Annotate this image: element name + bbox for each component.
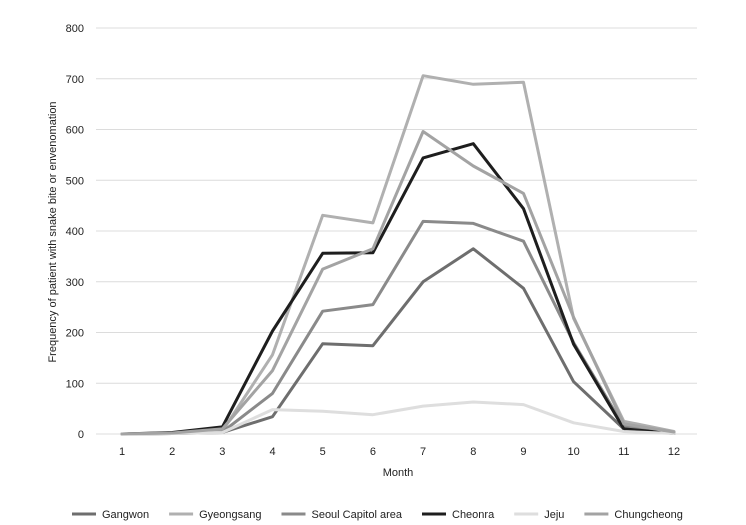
x-tick-label: 3 (219, 446, 225, 458)
x-tick-label: 8 (470, 446, 476, 458)
legend-label-chungcheong: Chungcheong (614, 509, 683, 521)
y-tick-label: 500 (66, 175, 84, 187)
x-tick-label: 11 (618, 446, 629, 458)
legend-label-gyeongsang: Gyeongsang (199, 509, 261, 521)
y-axis-title: Frequency of patient with snake bite or … (47, 101, 59, 362)
x-tick-label: 1 (119, 446, 125, 458)
legend-label-gangwon: Gangwon (102, 509, 149, 521)
legend-label-seoul-capitol-area: Seoul Capitol area (311, 509, 402, 521)
y-tick-label: 200 (66, 328, 84, 340)
legend: Gangwon Gyeongsang Seoul Capitol area Cheon… (72, 509, 683, 521)
x-tick-label: 5 (320, 446, 326, 458)
series-line-gangwon (120, 247, 676, 436)
x-tick-label: 10 (568, 446, 580, 458)
y-tick-label: 700 (66, 74, 84, 86)
x-tick-label: 2 (169, 446, 175, 458)
y-tick-label: 0 (78, 429, 84, 441)
x-tick-label: 6 (370, 446, 376, 458)
y-tick-label: 100 (66, 378, 84, 390)
series-line-cheonra (120, 142, 676, 436)
x-tick-label: 4 (269, 446, 275, 458)
y-tick-label: 800 (66, 23, 84, 35)
series-line-chungcheong (120, 130, 676, 436)
y-tick-label: 300 (66, 277, 84, 289)
x-tick-label: 7 (420, 446, 426, 458)
series-line-seoul-capitol-area (120, 219, 676, 436)
legend-label-cheonra: Cheonra (452, 509, 495, 521)
x-axis-ticks: 1 2 3 4 5 6 7 8 9 10 11 12 (119, 446, 680, 458)
y-axis-ticks: 0 100 200 300 400 500 600 700 800 (66, 23, 84, 441)
y-tick-label: 400 (66, 226, 84, 238)
x-axis-title: Month (383, 467, 414, 479)
y-tick-label: 600 (66, 125, 84, 137)
series-lines (120, 74, 676, 436)
gridlines (96, 27, 697, 435)
legend-label-jeju: Jeju (544, 509, 564, 521)
x-tick-label: 9 (520, 446, 526, 458)
x-tick-label: 12 (668, 446, 680, 458)
series-line-jeju (120, 400, 676, 436)
